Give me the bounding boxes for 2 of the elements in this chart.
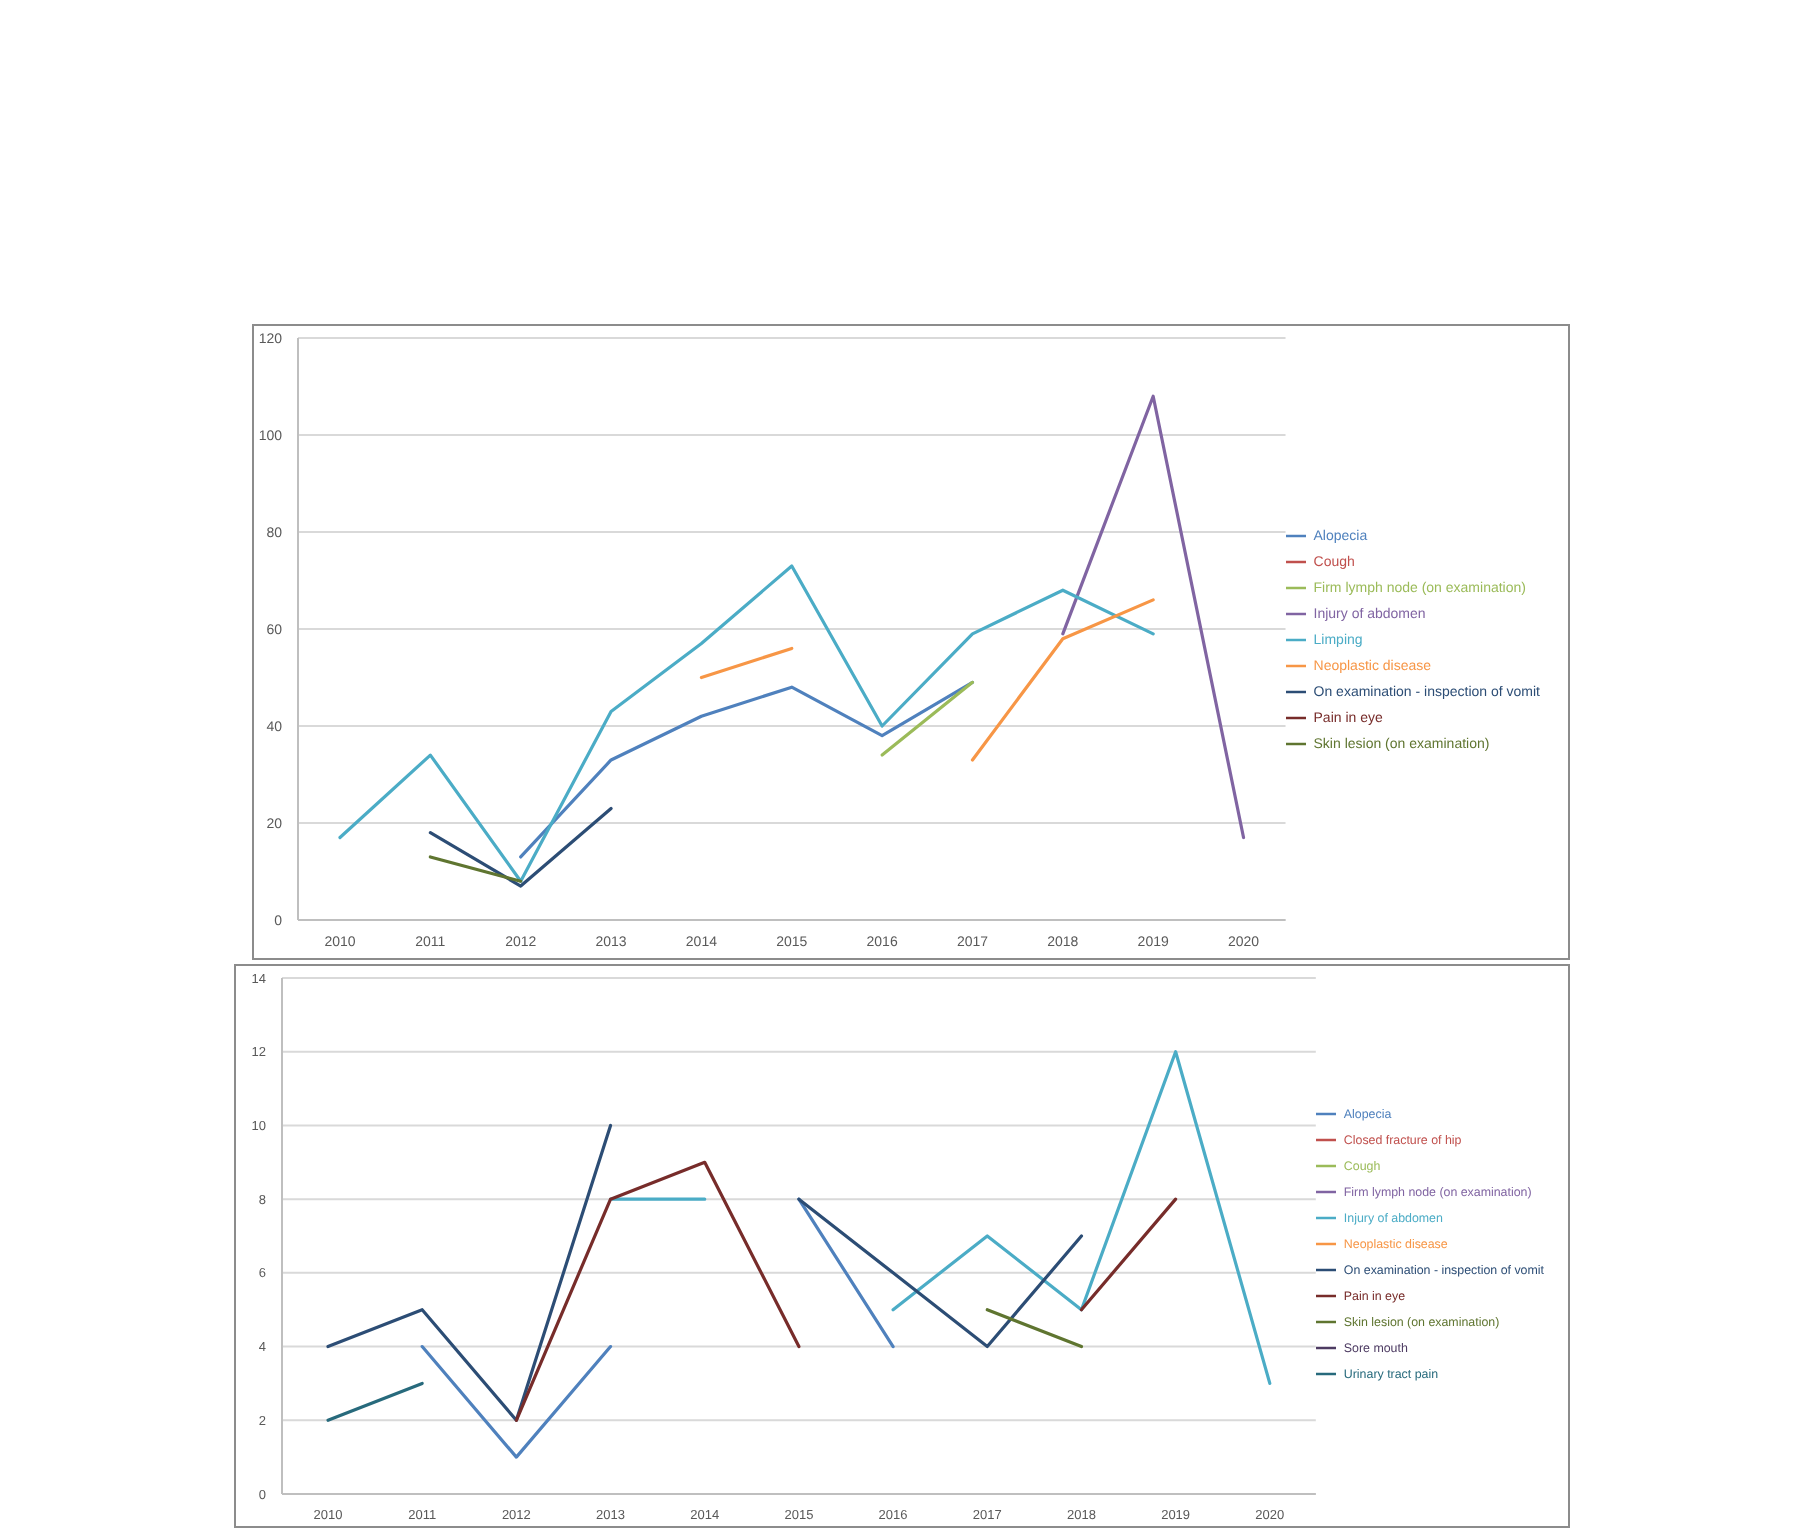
line-series xyxy=(519,680,975,859)
line-series xyxy=(338,564,1155,883)
